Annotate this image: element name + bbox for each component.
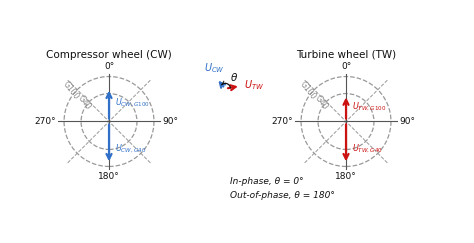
Text: G40: G40: [313, 93, 330, 111]
Text: $U_{TW}$: $U_{TW}$: [245, 78, 264, 92]
Text: $U_{CW}$: $U_{CW}$: [204, 61, 225, 75]
Text: $U_{CW,G100}$: $U_{CW,G100}$: [115, 97, 149, 109]
Text: G40: G40: [76, 93, 93, 111]
Text: 180°: 180°: [98, 172, 120, 181]
Text: 90°: 90°: [163, 117, 179, 126]
Text: G100: G100: [61, 80, 80, 101]
Text: In-phase, θ = 0°: In-phase, θ = 0°: [230, 176, 303, 186]
Text: G100: G100: [298, 80, 317, 101]
Text: 0°: 0°: [104, 62, 114, 71]
Text: 270°: 270°: [34, 117, 55, 126]
Text: 90°: 90°: [400, 117, 416, 126]
Text: $U_{TW,G40}$: $U_{TW,G40}$: [352, 143, 383, 155]
Text: Turbine wheel (TW): Turbine wheel (TW): [296, 50, 396, 60]
Text: 180°: 180°: [335, 172, 357, 181]
Text: $U_{TW,G100}$: $U_{TW,G100}$: [352, 101, 386, 113]
Text: 270°: 270°: [271, 117, 292, 126]
Text: Compressor wheel (CW): Compressor wheel (CW): [46, 50, 172, 60]
Text: $U_{CW,G40}$: $U_{CW,G40}$: [115, 143, 146, 155]
Text: $\theta$: $\theta$: [229, 71, 237, 83]
Text: Out-of-phase, θ = 180°: Out-of-phase, θ = 180°: [230, 191, 335, 200]
Text: 0°: 0°: [341, 62, 351, 71]
